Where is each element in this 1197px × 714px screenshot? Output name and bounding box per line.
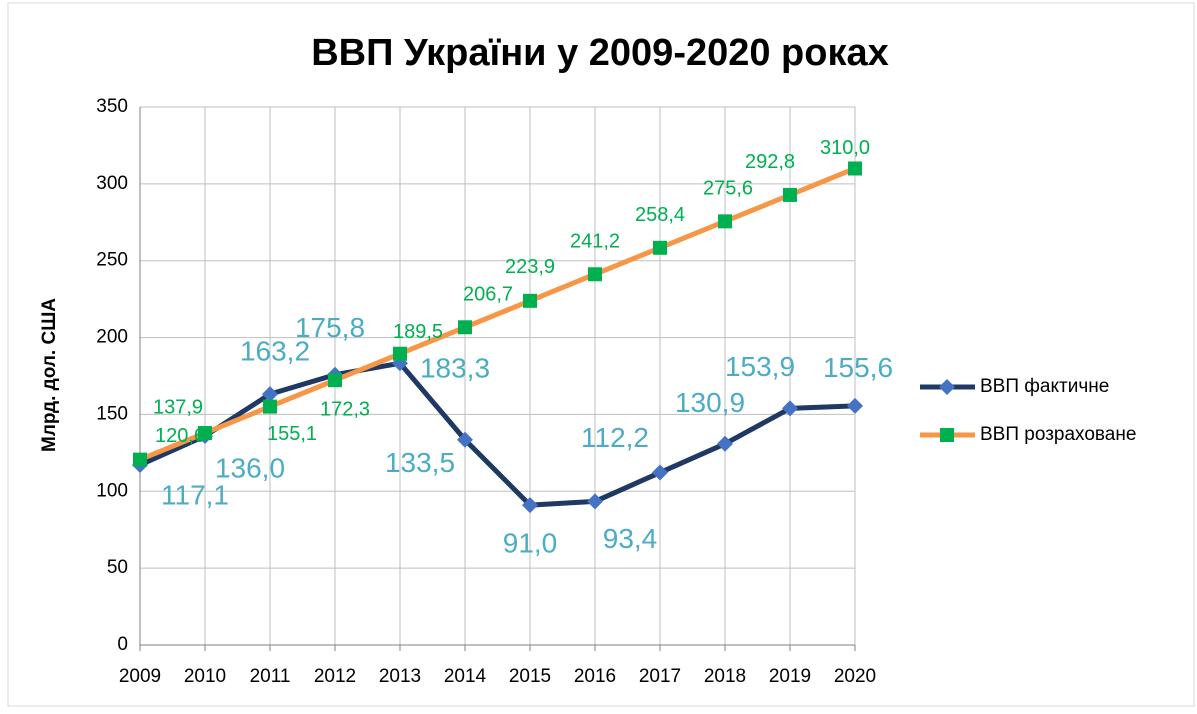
- marker: [939, 379, 955, 395]
- data-label: 137,9: [153, 396, 203, 418]
- y-tick-label: 300: [96, 173, 128, 194]
- marker: [198, 426, 212, 441]
- marker: [262, 386, 278, 403]
- marker: [718, 214, 732, 229]
- data-label: 120,6: [155, 425, 205, 447]
- data-label: 310,0: [820, 137, 870, 159]
- marker: [523, 293, 537, 308]
- y-tick-label: 200: [96, 327, 128, 348]
- marker: [133, 452, 147, 467]
- y-tick-label: 50: [107, 557, 128, 578]
- marker: [652, 464, 668, 481]
- legend-label: ВВП фактичне: [980, 376, 1109, 397]
- data-label: 136,0: [215, 452, 285, 483]
- data-label: 91,0: [503, 528, 558, 559]
- marker: [782, 400, 798, 417]
- x-tick-label: 2016: [574, 666, 616, 687]
- marker: [587, 493, 603, 510]
- data-label: 275,6: [703, 178, 753, 200]
- marker: [940, 428, 954, 442]
- data-label: 155,1: [267, 423, 317, 445]
- marker: [847, 397, 863, 414]
- marker: [717, 435, 733, 452]
- x-tick-label: 2020: [834, 666, 876, 687]
- data-label: 189,5: [393, 321, 443, 343]
- data-label: 241,2: [570, 231, 620, 253]
- marker: [263, 399, 277, 414]
- x-tick-label: 2018: [704, 666, 746, 687]
- x-tick-label: 2015: [509, 666, 551, 687]
- data-label: 172,3: [320, 398, 370, 420]
- y-axis-label: Млрд. дол. США: [39, 298, 60, 452]
- y-tick-label: 100: [96, 480, 128, 501]
- x-tick-label: 2013: [379, 666, 421, 687]
- marker: [848, 161, 862, 176]
- data-label: 175,8: [295, 312, 365, 343]
- data-label: 130,9: [675, 387, 745, 418]
- series-line: [138, 360, 856, 508]
- data-label: 183,3: [420, 353, 490, 384]
- marker: [588, 267, 602, 282]
- marker: [653, 240, 667, 255]
- data-label: 117,1: [161, 479, 229, 510]
- x-tick-label: 2010: [184, 666, 226, 687]
- marker: [458, 320, 472, 335]
- x-tick-label: 2012: [314, 666, 356, 687]
- data-label: 292,8: [745, 151, 795, 173]
- marker: [783, 187, 797, 202]
- marker: [393, 346, 407, 361]
- x-tick-label: 2011: [250, 666, 291, 687]
- chart-title: ВВП України у 2009-2020 роках: [311, 32, 889, 74]
- data-label: 112,2: [581, 422, 649, 453]
- y-tick-label: 350: [96, 96, 128, 117]
- x-tick-label: 2017: [639, 666, 681, 687]
- data-label: 133,5: [385, 447, 455, 478]
- data-label: 223,9: [505, 256, 555, 278]
- x-tick-label: 2009: [119, 666, 161, 687]
- data-label: 206,7: [463, 284, 513, 306]
- series-line: [139, 166, 856, 462]
- data-label: 153,9: [725, 351, 795, 382]
- data-label: 163,2: [240, 336, 310, 367]
- marker: [328, 373, 342, 388]
- data-label: 258,4: [635, 204, 685, 226]
- marker: [457, 431, 473, 448]
- data-label: 93,4: [603, 523, 658, 554]
- marker: [522, 497, 538, 514]
- x-tick-label: 2014: [444, 666, 487, 687]
- legend-label: ВВП розраховане: [980, 424, 1136, 445]
- chart-border: [7, 2, 1195, 707]
- y-tick-label: 150: [96, 403, 128, 424]
- y-tick-label: 0: [117, 634, 128, 655]
- data-label: 155,6: [823, 352, 893, 383]
- x-tick-label: 2019: [769, 666, 811, 687]
- y-tick-label: 250: [96, 250, 128, 271]
